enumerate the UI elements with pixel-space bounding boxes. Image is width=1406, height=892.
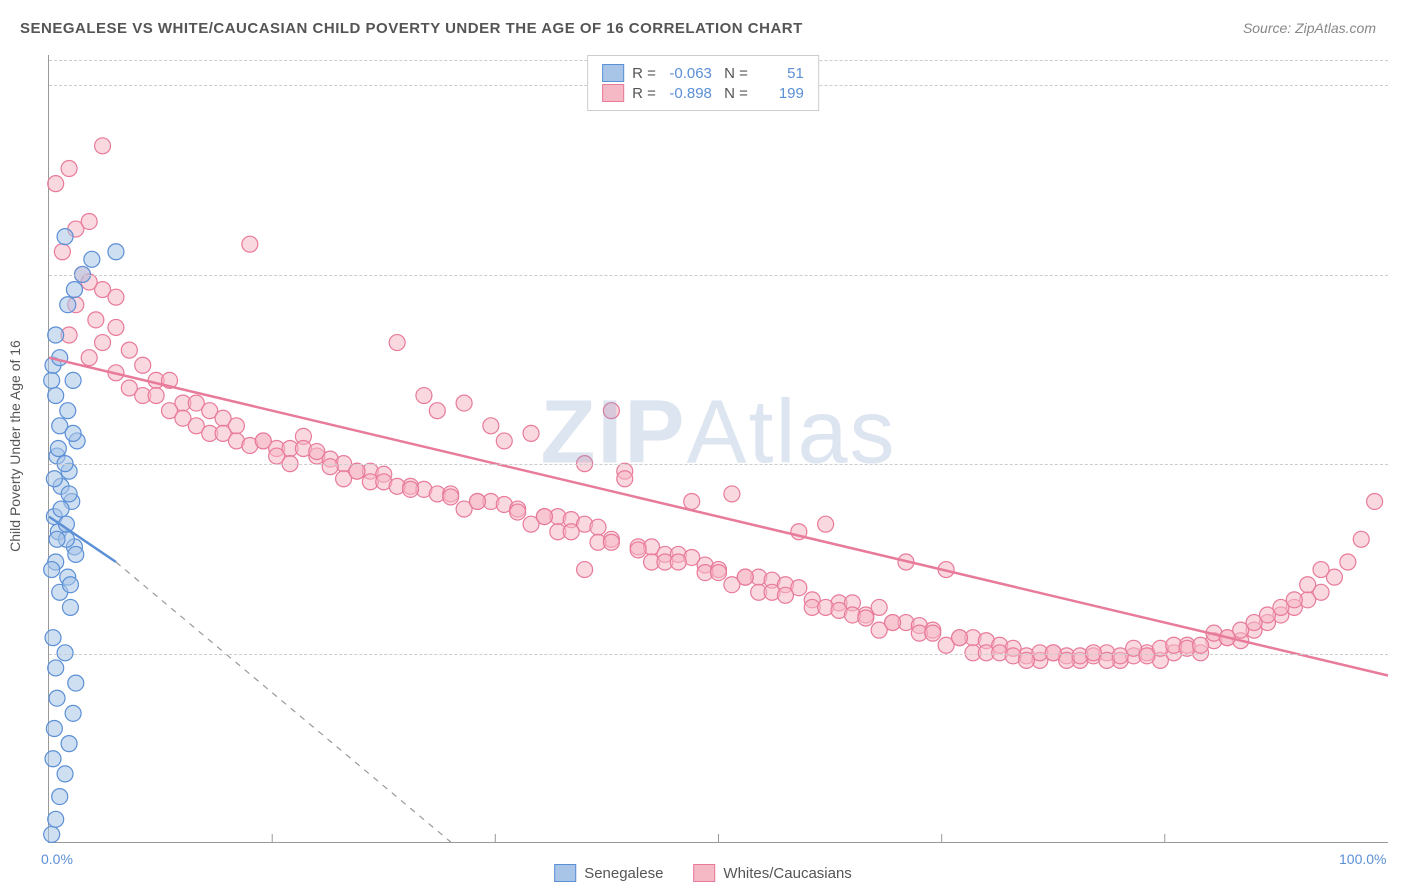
legend-swatch-senegalese xyxy=(554,864,576,882)
y-tick-label: 50.0% xyxy=(1393,77,1406,93)
legend-swatch-whites xyxy=(693,864,715,882)
n-value-whites: 199 xyxy=(756,85,804,102)
chart-title: SENEGALESE VS WHITE/CAUCASIAN CHILD POVE… xyxy=(20,20,803,37)
swatch-whites xyxy=(602,84,624,102)
y-tick-label: 37.5% xyxy=(1393,267,1406,283)
n-value-senegalese: 51 xyxy=(756,65,804,82)
correlation-chart: SENEGALESE VS WHITE/CAUCASIAN CHILD POVE… xyxy=(0,0,1406,892)
y-tick-label: 12.5% xyxy=(1393,646,1406,662)
stats-row-senegalese: R = -0.063 N = 51 xyxy=(602,64,804,82)
x-tick-label: 0.0% xyxy=(41,851,73,867)
r-value-senegalese: -0.063 xyxy=(664,65,712,82)
x-tick-label: 100.0% xyxy=(1339,851,1386,867)
stats-row-whites: R = -0.898 N = 199 xyxy=(602,84,804,102)
legend-item-senegalese: Senegalese xyxy=(554,864,663,882)
legend-label-whites: Whites/Caucasians xyxy=(723,865,851,882)
y-tick-label: 25.0% xyxy=(1393,456,1406,472)
source-attribution: Source: ZipAtlas.com xyxy=(1243,20,1376,36)
stats-legend-box: R = -0.063 N = 51 R = -0.898 N = 199 xyxy=(587,55,819,111)
bottom-legend: Senegalese Whites/Caucasians xyxy=(544,862,862,884)
plot-area: ZIPAtlas 12.5%25.0%37.5%50.0%0.0%100.0% xyxy=(48,55,1388,843)
swatch-senegalese xyxy=(602,64,624,82)
legend-item-whites: Whites/Caucasians xyxy=(693,864,851,882)
r-value-whites: -0.898 xyxy=(664,85,712,102)
y-axis-label: Child Poverty Under the Age of 16 xyxy=(7,340,23,552)
legend-label-senegalese: Senegalese xyxy=(584,865,663,882)
plot-svg xyxy=(49,55,1388,842)
